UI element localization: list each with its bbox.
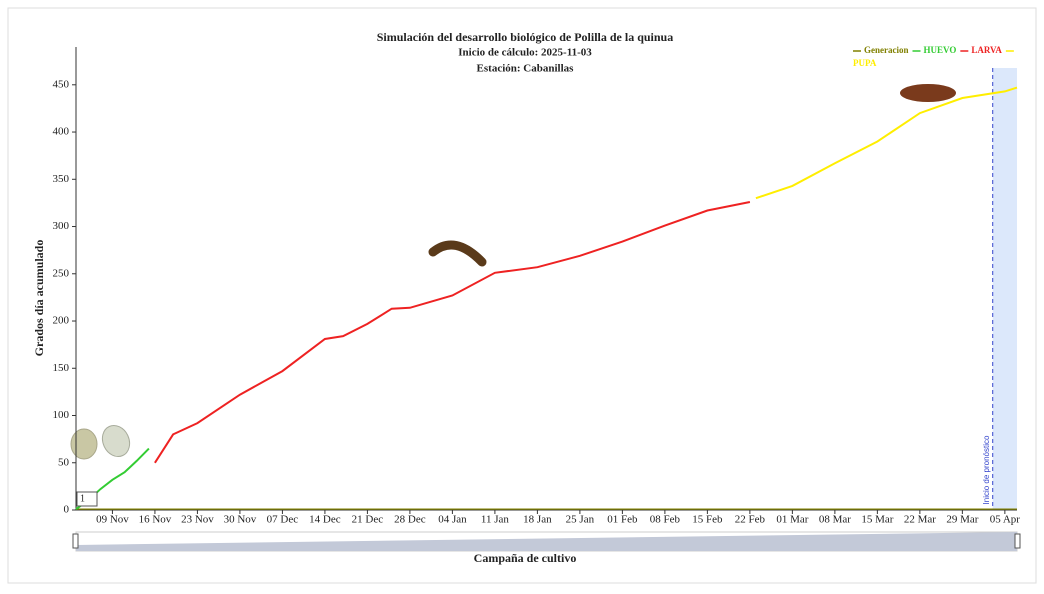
x-tick-label: 22 Feb (735, 514, 766, 526)
chart-title: Simulación del desarrollo biológico de P… (377, 30, 673, 44)
x-tick-label: 15 Mar (861, 514, 893, 526)
y-tick-label: 450 (53, 78, 70, 90)
y-tick-label: 50 (58, 456, 70, 468)
egg-images (70, 424, 131, 460)
y-tick-label: 200 (53, 315, 70, 327)
legend-label: LARVA (971, 45, 1002, 55)
x-tick-label: 16 Nov (139, 514, 172, 526)
x-tick-label: 01 Mar (776, 514, 808, 526)
x-tick-label: 07 Dec (267, 514, 299, 526)
x-tick-label: 11 Jan (481, 514, 510, 526)
x-tick-label: 09 Nov (96, 514, 129, 526)
generation-box (76, 491, 98, 507)
legend-label: Generacion (864, 45, 909, 55)
x-tick-label: 25 Jan (566, 514, 595, 526)
station: Estación: Cabanillas (477, 63, 575, 75)
x-tick-label: 08 Feb (650, 514, 681, 526)
x-tick-label: 18 Jan (523, 514, 552, 526)
series-line (154, 201, 751, 464)
forecast-band (992, 68, 1017, 510)
y-tick-label: 250 (53, 267, 70, 279)
frame (7, 7, 1037, 584)
y-tick-label: 150 (53, 362, 70, 374)
x-tick-label: 01 Feb (607, 514, 638, 526)
x-tick-label: 04 Jan (438, 514, 467, 526)
larva-image (428, 240, 487, 267)
range-slider (72, 531, 1021, 552)
x-tick-label: 23 Nov (181, 514, 214, 526)
x-tick-label: 15 Feb (692, 514, 723, 526)
y-tick-label: 0 (64, 504, 70, 516)
legend-label: PUPA (853, 58, 877, 68)
x-axis-label: Campaña de cultivo (474, 551, 577, 565)
y-tick-label: 300 (53, 220, 70, 232)
y-tick-label: 350 (53, 173, 70, 185)
x-tick-label: 30 Nov (224, 514, 257, 526)
pupa-image (900, 84, 956, 102)
chart-subtitle: Inicio de cálculo: 2025-11-03 (458, 47, 592, 59)
x-tick-label: 28 Dec (394, 514, 426, 526)
forecast-label: Inicio de pronóstico (982, 435, 991, 504)
x-tick-label: 05 Apr (990, 514, 1021, 526)
y-tick-label: 100 (53, 409, 70, 421)
x-tick-label: 08 Mar (819, 514, 851, 526)
x-tick-label: 22 Mar (904, 514, 936, 526)
x-tick-label: 29 Mar (946, 514, 978, 526)
x-tick-label: 14 Dec (309, 514, 341, 526)
legend-label: HUEVO (924, 45, 957, 55)
y-axis-label: Grados día acumulado (32, 240, 46, 357)
series-line (755, 86, 1018, 200)
y-tick-label: 400 (53, 126, 70, 138)
x-tick-label: 21 Dec (352, 514, 384, 526)
generation-label: 1 (80, 493, 85, 504)
